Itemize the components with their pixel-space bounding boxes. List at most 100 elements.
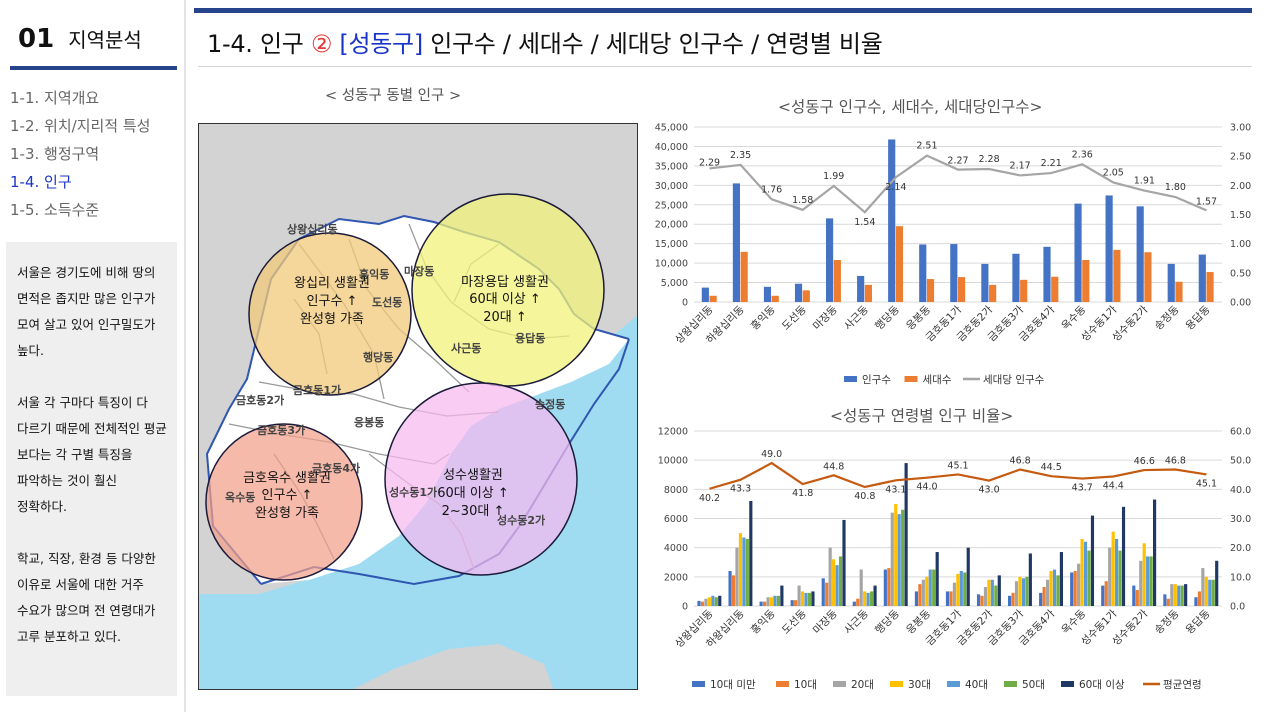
legend-label: 세대당 인구수	[983, 374, 1045, 386]
bar-3-11	[1049, 571, 1053, 606]
bar-1-9	[989, 284, 997, 302]
bar-2-8	[952, 582, 956, 606]
bar-6-6	[904, 463, 908, 606]
bar-1-14	[1135, 589, 1139, 606]
bar-3-7	[925, 576, 929, 606]
left-axis-tick-label: 45,000	[655, 123, 688, 134]
dong-label-doseon: 도선동	[372, 295, 402, 309]
bar-0-14	[1132, 585, 1136, 606]
left-axis-tick-label: 12000	[658, 427, 688, 438]
nav-item-admin-district[interactable]: 1-3. 행정구역	[10, 145, 100, 163]
summary-paragraph: 서울 각 구마다 특징이 다 다르기 때문에 전체적인 평균 보다는 각 구별 …	[17, 395, 167, 514]
side-nav: 1-1. 지역개요 1-2. 위치/지리적 특성 1-3. 행정구역 1-4. …	[10, 84, 150, 224]
bar-1-15	[1166, 598, 1170, 606]
nav-item-overview[interactable]: 1-1. 지역개요	[10, 89, 100, 107]
bar-5-10	[1025, 576, 1029, 606]
line-data-label: 1.58	[792, 195, 813, 206]
left-axis-tick-label: 30,000	[655, 181, 688, 192]
line-data-label: 46.8	[1165, 456, 1186, 467]
line-data-label: 1.54	[854, 217, 875, 228]
right-axis-tick-label: 30.0	[1230, 514, 1251, 525]
line-data-label: 46.6	[1134, 456, 1155, 467]
legend-swatch	[1061, 681, 1074, 687]
bar-6-1	[749, 501, 753, 606]
bar-1-12	[1082, 260, 1090, 302]
dong-label-yongdap: 용답동	[515, 331, 545, 345]
bar-2-3	[797, 585, 801, 606]
zone-label-wangsimni-line1: 왕십리 생활권	[294, 276, 370, 291]
bar-4-7	[928, 569, 932, 606]
right-axis-tick-label: 2.50	[1230, 152, 1251, 163]
bar-4-16	[1208, 579, 1212, 606]
category-label: 용답동	[1184, 303, 1213, 332]
category-label: 마장동	[811, 607, 840, 636]
bar-2-15	[1170, 584, 1174, 606]
bar-0-0	[701, 287, 709, 302]
line-data-label: 43.7	[1072, 483, 1093, 494]
zone-label-geumho-line2: 인구수 ↑	[262, 488, 313, 503]
legend-label: 평균연령	[1163, 679, 1202, 691]
title-underline	[198, 66, 1252, 67]
line-data-label: 2.05	[1103, 167, 1124, 178]
dong-label-seongsu1: 성수동1가	[389, 485, 437, 499]
legend-label: 세대수	[923, 374, 952, 386]
line-data-label: 2.36	[1072, 149, 1093, 160]
zone-label-majang-line1: 마장용답 생활권	[461, 275, 549, 290]
bar-1-6	[895, 226, 904, 302]
line-data-label: 2.17	[1010, 160, 1031, 171]
bar-2-6	[890, 512, 894, 606]
title-circled-number: ②	[310, 30, 333, 58]
bar-3-13	[1111, 531, 1115, 606]
left-axis-tick-label: 35,000	[655, 161, 688, 172]
line-data-label: 1.80	[1165, 182, 1186, 193]
bar-0-7	[919, 244, 927, 302]
bar-2-2	[766, 597, 770, 606]
bar-2-9	[983, 587, 988, 606]
bar-1-7	[918, 584, 922, 606]
bar-0-5	[852, 601, 856, 606]
district-map: 상왕십리동 홍익동 도선동 마장동 행당동 사근동 용답동 금호동2가 금호동1…	[198, 123, 638, 690]
right-axis-tick-label: 10.0	[1230, 572, 1251, 583]
nav-item-population[interactable]: 1-4. 인구	[10, 173, 72, 191]
nav-item-income[interactable]: 1-5. 소득수준	[10, 201, 100, 219]
line-data-label: 2.27	[947, 156, 968, 167]
left-axis-tick-label: 2000	[664, 572, 688, 583]
legend-swatch	[947, 681, 960, 687]
nav-item-location[interactable]: 1-2. 위치/지리적 특성	[10, 117, 151, 135]
bar-3-9	[987, 579, 991, 606]
category-label: 행당동	[873, 607, 902, 636]
page-title: 1-4. 인구 ② [성동구] 인구수 / 세대수 / 세대당 인구수 / 연령…	[207, 24, 883, 59]
bar-3-6	[894, 503, 898, 606]
dong-label-sageun: 사근동	[451, 341, 481, 355]
bar-1-2	[762, 601, 767, 606]
legend-label: 10대	[794, 679, 817, 691]
category-label: 홍익동	[748, 607, 778, 637]
bar-5-11	[1056, 575, 1060, 606]
bar-5-1	[745, 538, 749, 606]
left-axis-tick-label: 8000	[664, 485, 688, 496]
bar-1-13	[1104, 581, 1108, 606]
category-label: 송정동	[1153, 607, 1182, 636]
bar-5-5	[870, 591, 874, 606]
section-header: 01 지역분석	[18, 24, 142, 54]
line-data-label: 41.8	[792, 488, 813, 499]
left-axis-tick-label: 4000	[664, 543, 688, 554]
bar-4-0	[711, 595, 715, 606]
bar-0-4	[826, 218, 834, 302]
bar-0-2	[763, 286, 772, 302]
bar-5-6	[901, 509, 905, 606]
bar-6-7	[935, 552, 939, 606]
legend-label: 40대	[965, 679, 988, 691]
right-axis-tick-label: 1.50	[1230, 210, 1251, 221]
summary-box: 서울은 경기도에 비해 땅의 면적은 좁지만 많은 인구가 모여 살고 있어 인…	[6, 242, 177, 696]
bar-2-10	[1014, 581, 1019, 606]
right-axis-tick-label: 1.00	[1230, 239, 1251, 250]
right-axis-tick-label: 0.00	[1230, 298, 1251, 309]
line-data-label: 46.8	[1010, 456, 1031, 467]
bar-3-4	[832, 559, 836, 606]
left-axis-tick-label: 6000	[664, 514, 688, 525]
zone-circle-wangsimni	[248, 232, 412, 396]
summary-paragraph: 서울은 경기도에 비해 땅의 면적은 좁지만 많은 인구가 모여 살고 있어 인…	[17, 265, 156, 358]
bar-1-3	[802, 290, 810, 302]
bar-0-1	[728, 571, 732, 606]
